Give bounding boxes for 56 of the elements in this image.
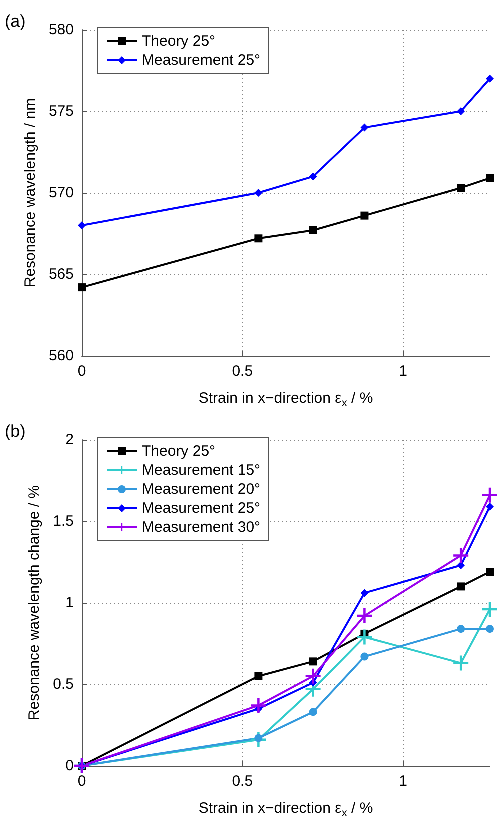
legend-label: Measurement 15° [142,462,261,479]
point [254,672,263,680]
legend-label: Theory 25° [142,33,216,50]
point [78,284,86,292]
point [486,74,494,83]
x-tick-label: 1 [399,773,408,790]
point [309,172,318,181]
chart-title: (b) [5,422,26,441]
point [454,656,469,671]
point [457,108,466,116]
point [360,212,369,220]
point [457,582,466,591]
point [360,652,369,661]
x-tick-label: 1 [399,363,408,380]
legend-label: Measurement 20° [142,481,261,498]
point [254,189,263,197]
point [251,698,266,714]
point [309,658,318,666]
point [254,234,263,243]
legend-label: Measurement 25° [142,500,261,517]
point [309,226,318,234]
y-tick-label: 0.5 [53,676,74,693]
point [457,625,466,634]
point [357,608,372,624]
chart-title: (a) [5,12,26,31]
y-tick-label: 1.5 [53,513,74,530]
x-tick-label: 0.5 [232,363,254,380]
point [78,222,86,230]
y-tick-label: 1 [66,594,74,612]
legend-label: Measurement 25° [142,52,261,69]
legend-label: Measurement 30° [142,519,261,536]
point [486,625,494,634]
point [454,548,469,564]
x-tick-label: 0 [78,363,86,380]
y-tick-label: 570 [48,184,74,202]
point [486,174,494,182]
x-tick-label: 0.5 [232,773,254,790]
legend-label: Theory 25° [142,443,216,460]
point [486,502,494,511]
y-tick-label: 580 [48,22,74,38]
point [360,589,369,598]
y-axis-title: Resonance wavelength change / % [26,485,43,721]
point [360,124,369,132]
point [306,668,321,684]
x-tick-label: 0 [78,773,86,790]
point [486,568,494,576]
point [457,562,466,570]
point [457,184,466,192]
y-tick-label: 565 [48,266,74,283]
y-tick-label: 560 [48,348,74,364]
y-tick-label: 575 [48,103,74,120]
y-tick-label: 2 [66,432,74,448]
y-tick-label: 0 [66,758,74,774]
point [357,630,372,645]
point [309,708,318,716]
y-axis-title: Resonance wavelength / nm [22,98,40,288]
